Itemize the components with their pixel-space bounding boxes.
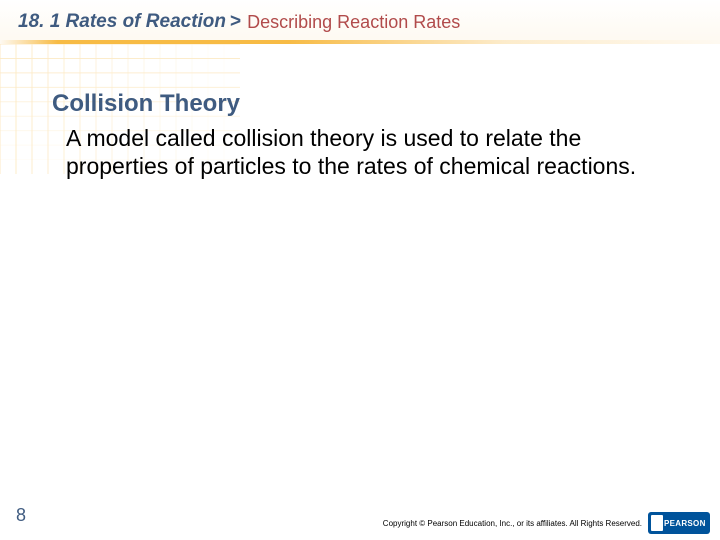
content-heading: Collision Theory bbox=[52, 90, 680, 118]
breadcrumb-separator: > bbox=[230, 11, 241, 33]
publisher-logo: PEARSON bbox=[648, 512, 710, 534]
slide-header: 18. 1 Rates of Reaction > Describing Rea… bbox=[0, 0, 720, 44]
publisher-name: PEARSON bbox=[664, 519, 706, 528]
section-title: Describing Reaction Rates bbox=[247, 12, 460, 33]
lesson-title: 18. 1 Rates of Reaction bbox=[18, 11, 226, 33]
copyright-text: Copyright © Pearson Education, Inc., or … bbox=[383, 519, 642, 528]
footer-right: Copyright © Pearson Education, Inc., or … bbox=[383, 512, 710, 534]
page-number: 8 bbox=[16, 505, 26, 526]
content-body: A model called collision theory is used … bbox=[66, 124, 680, 180]
content-area: Collision Theory A model called collisio… bbox=[52, 90, 680, 180]
